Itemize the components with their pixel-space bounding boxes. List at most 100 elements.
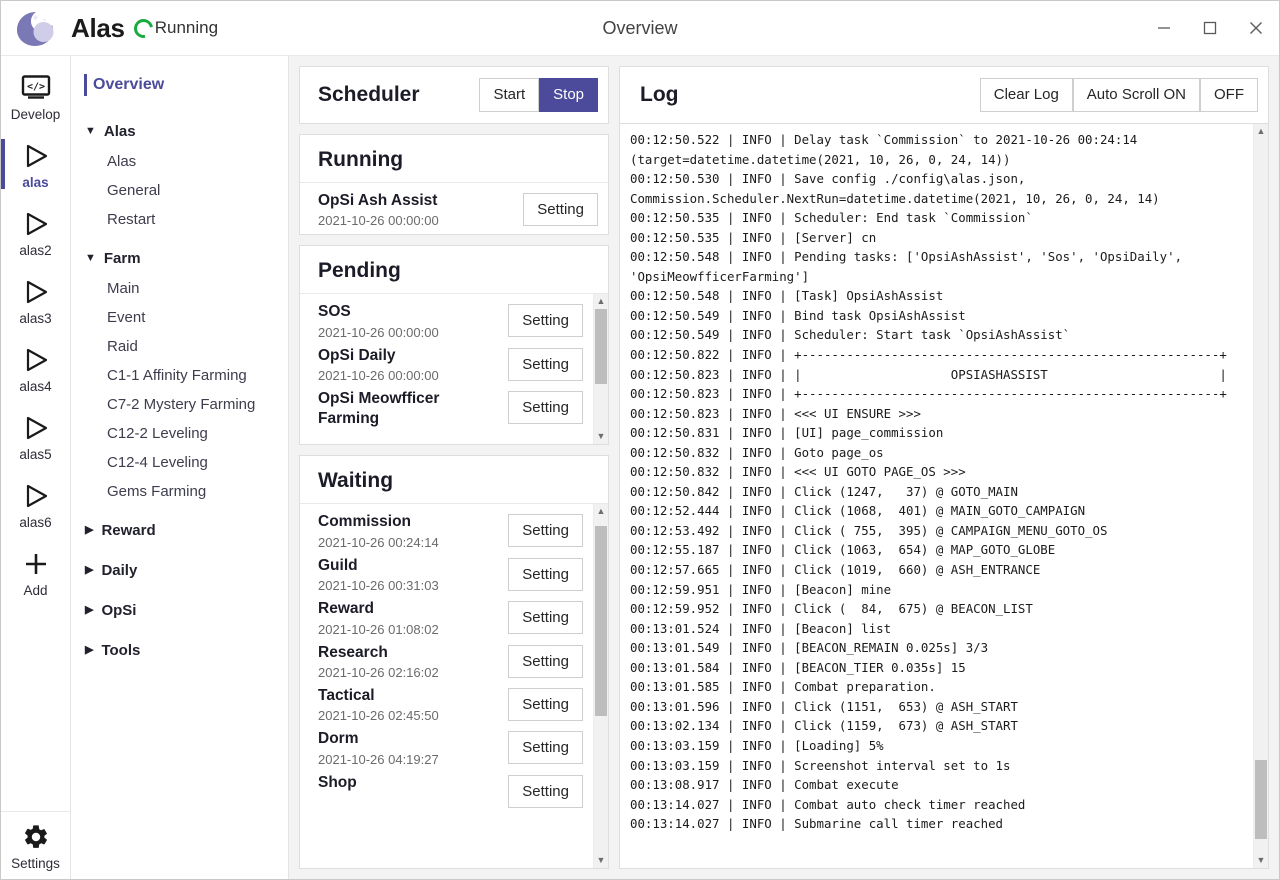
nav-item-restart[interactable]: Restart (107, 211, 156, 228)
scroll-down-icon[interactable]: ▼ (596, 855, 606, 865)
task-setting-button[interactable]: Setting (508, 644, 583, 678)
sidebar-item-alas3[interactable]: alas3 (1, 266, 70, 334)
code-icon: </> (21, 71, 51, 105)
task-setting-button[interactable]: Setting (508, 731, 583, 765)
task-info: OpSi Meowfficer Farming (318, 389, 508, 428)
nav-item-event[interactable]: Event (107, 309, 146, 326)
alas-moon-logo-icon (17, 12, 54, 46)
log-scrollbar[interactable]: ▲ ▼ (1253, 124, 1268, 868)
nav-item-overview[interactable]: Overview (71, 70, 288, 100)
sidebar-item-alas[interactable]: alas (1, 130, 70, 198)
pending-scrollbar[interactable]: ▲ ▼ (593, 294, 608, 445)
chevron-down-icon: ▼ (85, 125, 96, 137)
play-triangle-icon (22, 207, 50, 241)
task-name: OpSi Ash Assist (318, 192, 438, 209)
running-list: OpSi Ash Assist 2021-10-26 00:00:00 Sett… (300, 183, 608, 234)
scrollbar-track[interactable] (594, 309, 608, 429)
task-setting-button[interactable]: Setting (508, 774, 583, 808)
nav-group-daily[interactable]: ▶ Daily (71, 555, 288, 586)
task-row: Tactical 2021-10-26 02:45:50 Setting (300, 686, 593, 723)
scrollbar-track[interactable] (1254, 139, 1268, 853)
scrollbar-thumb[interactable] (595, 526, 607, 717)
nav-group-alas[interactable]: ▼ Alas (71, 116, 288, 147)
sidebar-item-alas4[interactable]: alas4 (1, 334, 70, 402)
task-row: OpSi Ash Assist 2021-10-26 00:00:00 Sett… (300, 191, 608, 228)
scroll-up-icon[interactable]: ▲ (596, 296, 606, 307)
nav-sidebar: Overview ▼ Alas Alas General Restart ▼ F… (71, 56, 289, 879)
stop-button[interactable]: Stop (539, 78, 598, 112)
pending-panel: Pending SOS 2021-10-26 00:00:00 Setting (299, 245, 609, 446)
nav-item-gems-farming[interactable]: Gems Farming (107, 483, 207, 500)
task-setting-button[interactable]: Setting (508, 514, 583, 548)
nav-item-c1-1-affinity-farming[interactable]: C1-1 Affinity Farming (107, 367, 247, 384)
task-time: 2021-10-26 00:00:00 (318, 213, 439, 229)
nav-group-farm[interactable]: ▼ Farm (71, 243, 288, 274)
maximize-button[interactable] (1187, 1, 1233, 55)
nav-group-opsi[interactable]: ▶ OpSi (71, 595, 288, 626)
auto-scroll-off-button[interactable]: OFF (1200, 78, 1258, 112)
play-triangle-icon (22, 139, 50, 173)
nav-group-tools[interactable]: ▶ Tools (71, 635, 288, 666)
app-name: Alas (71, 12, 125, 43)
nav-item-alas[interactable]: Alas (107, 153, 137, 170)
scroll-up-icon[interactable]: ▲ (1256, 126, 1266, 136)
task-row: Dorm 2021-10-26 04:19:27 Setting (300, 729, 593, 767)
nav-item-c12-4-leveling[interactable]: C12-4 Leveling (107, 454, 208, 471)
task-row: Shop Setting (300, 773, 593, 808)
task-info: Guild 2021-10-26 00:31:03 (318, 556, 508, 593)
auto-scroll-on-button[interactable]: Auto Scroll ON (1072, 78, 1200, 112)
scroll-down-icon[interactable]: ▼ (1256, 855, 1266, 865)
task-name: Shop (318, 773, 357, 791)
window-controls (1141, 1, 1279, 55)
task-row: Reward 2021-10-26 01:08:02 Setting (300, 599, 593, 637)
task-name: Reward (318, 600, 374, 618)
chevron-right-icon: ▶ (85, 604, 94, 616)
log-output: 00:12:50.522 | INFO | Delay task `Commis… (630, 132, 1227, 832)
sidebar-item-alas5[interactable]: alas5 (1, 402, 70, 470)
scroll-up-icon[interactable]: ▲ (596, 506, 606, 517)
chevron-right-icon: ▶ (85, 644, 94, 656)
scrollbar-thumb[interactable] (1255, 760, 1267, 839)
task-setting-button[interactable]: Setting (508, 304, 583, 338)
waiting-scrollbar[interactable]: ▲ ▼ (593, 504, 608, 868)
sidebar-item-settings[interactable]: Settings (1, 811, 70, 879)
scrollbar-thumb[interactable] (595, 309, 607, 384)
task-setting-button[interactable]: Setting (508, 601, 583, 635)
svg-text:</>: </> (26, 81, 44, 92)
nav-item-c12-2-leveling[interactable]: C12-2 Leveling (107, 425, 208, 442)
nav-item-main[interactable]: Main (107, 280, 140, 297)
clear-log-button[interactable]: Clear Log (979, 78, 1073, 112)
close-button[interactable] (1233, 1, 1279, 55)
task-name: Tactical (318, 686, 375, 704)
sidebar-item-alas2[interactable]: alas2 (1, 198, 70, 266)
nav-spacer (71, 234, 288, 243)
nav-item-general[interactable]: General (107, 182, 161, 199)
task-info: Research 2021-10-26 02:16:02 (318, 643, 508, 680)
task-time: 2021-10-26 00:00:00 (318, 368, 439, 384)
task-setting-button[interactable]: Setting (508, 391, 583, 425)
play-triangle-icon (22, 275, 50, 309)
log-column: Log Clear Log Auto Scroll ON OFF 00:12:5… (619, 66, 1269, 869)
nav-item-c7-2-mystery-farming[interactable]: C7-2 Mystery Farming (107, 396, 256, 413)
nav-spacer (71, 546, 288, 555)
running-task-list: OpSi Ash Assist 2021-10-26 00:00:00 Sett… (300, 183, 608, 234)
task-info: OpSi Daily 2021-10-26 00:00:00 (318, 346, 508, 383)
task-setting-button[interactable]: Setting (508, 687, 583, 721)
task-setting-button[interactable]: Setting (508, 347, 583, 381)
start-button[interactable]: Start (479, 78, 540, 112)
sidebar-item-label: alas3 (19, 310, 52, 326)
sidebar-item-alas6[interactable]: alas6 (1, 470, 70, 538)
sidebar-item-label: alas (22, 174, 49, 190)
scroll-down-icon[interactable]: ▼ (596, 431, 606, 442)
task-setting-button[interactable]: Setting (508, 557, 583, 591)
task-info: Commission 2021-10-26 00:24:14 (318, 512, 508, 549)
sidebar-item-label: alas5 (19, 446, 52, 462)
minimize-button[interactable] (1141, 1, 1187, 55)
log-title: Log (640, 83, 679, 106)
sidebar-item-add[interactable]: Add (1, 538, 70, 606)
nav-item-raid[interactable]: Raid (107, 338, 138, 355)
scrollbar-track[interactable] (594, 519, 608, 853)
nav-group-reward[interactable]: ▶ Reward (71, 515, 288, 546)
sidebar-item-develop[interactable]: </> Develop (1, 62, 70, 130)
task-setting-button[interactable]: Setting (523, 193, 598, 226)
